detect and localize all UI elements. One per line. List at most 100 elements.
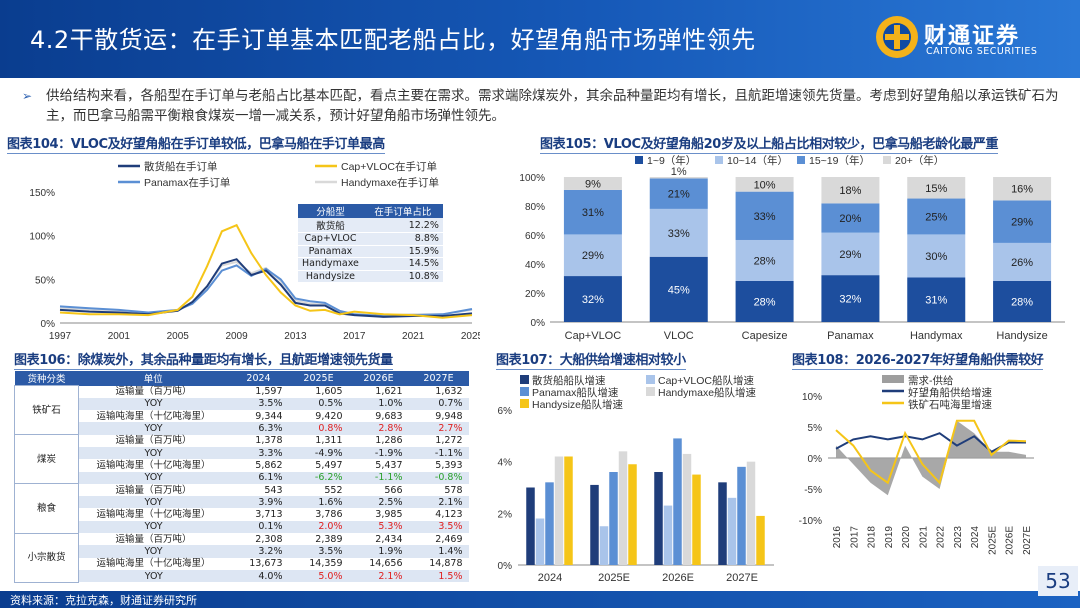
value-cell: 9,683 [375, 410, 403, 422]
value-cell: -0.8% [408, 471, 469, 484]
value-cell: 2.7% [408, 422, 469, 435]
bar-segment [993, 242, 1052, 281]
x-tick-label: 2001 [108, 331, 131, 342]
data-label: 28% [754, 296, 776, 308]
y-tick-label: 100% [29, 232, 55, 243]
value-cell: 5,497 [315, 459, 343, 471]
x-tick-label: 2027E [1022, 526, 1033, 555]
table-row: Handysize 10.8% [298, 270, 443, 283]
chart105: 0% 20% 40% 60% 80% 100% 1~9（年） 10~14（年） 15~19（年）… [519, 154, 1065, 342]
unit-cell: 运输量（百万吨） [115, 386, 192, 398]
value-cell: -1.9% [348, 446, 409, 460]
page-title: 4.2干散货运：在手订单基本匹配老船占比，好望角船市场弹性领先 [30, 26, 756, 54]
y-tick-label: 0% [498, 561, 513, 572]
unit-cell: YOY [78, 397, 229, 411]
value-cell: 0.5% [288, 397, 349, 411]
legend-label: 铁矿石吨海里增速 [908, 398, 992, 411]
x-tick-label: 2027E [726, 572, 758, 584]
value-cell: -1.1% [408, 446, 469, 460]
t104-cell: 15.9% [362, 245, 443, 258]
value-cell: 1.9% [348, 545, 409, 558]
unit-cell: 运输吨海里（十亿吨海里） [96, 410, 211, 422]
value-cell: 2.1% [408, 496, 469, 509]
source-bar: 资料来源：克拉克森，财通证券研究所 [0, 591, 1080, 608]
x-tick-label: VLOC [664, 330, 694, 342]
t104-header-share: 在手订单占比 [362, 204, 443, 218]
bar [590, 484, 599, 565]
value-cell: 3.5% [288, 545, 349, 558]
y-tick-label: 2% [498, 509, 513, 520]
value-cell: 3.3% [228, 446, 289, 460]
data-label: 25% [925, 211, 947, 223]
value-cell: 4,123 [435, 509, 463, 521]
t104-cell: 12.2% [362, 218, 443, 233]
t104-cell: Handymaxe [298, 257, 363, 271]
bar-segment [735, 191, 794, 240]
legend-swatch [520, 399, 529, 408]
legend-swatch [797, 156, 805, 164]
legend-swatch [883, 156, 891, 164]
chart107-title: 图表107：大船供给增速相对较小 [496, 349, 686, 370]
value-cell: 1,286 [375, 435, 403, 447]
legend-label: Handysize船队增速 [532, 398, 624, 411]
bar [727, 497, 737, 565]
x-tick-label: 2016 [832, 526, 843, 549]
x-tick-label: 2018 [867, 526, 878, 549]
value-cell: 14,656 [369, 558, 403, 570]
value-cell: 6.3% [228, 422, 289, 435]
unit-cell: 运输量（百万吨） [115, 484, 192, 496]
data-label: 29% [582, 250, 604, 262]
x-tick-label: 2024 [970, 526, 981, 549]
legend-label: Handymaxe船队增速 [658, 386, 757, 399]
value-cell: 13,673 [249, 558, 283, 570]
data-label: 32% [839, 294, 861, 306]
logo: 财通证券 CAITONG SECURITIES [874, 14, 1074, 64]
data-label: 28% [1011, 296, 1033, 308]
value-cell: 1,378 [255, 435, 283, 447]
value-cell: 9,344 [255, 410, 283, 422]
table-row: YOY 3.5% 0.5% 1.0% 0.7% [15, 397, 469, 411]
bar-segment [735, 239, 794, 281]
data-label: 29% [1011, 217, 1033, 229]
legend-label: 15~19（年） [809, 154, 870, 167]
value-cell: 3.5% [408, 520, 469, 534]
table-row: 小宗散货 运输量（百万吨） 2,308 2,389 2,434 2,469 [14, 532, 469, 583]
data-label: 32% [582, 294, 604, 306]
x-tick-label: Panamax [827, 330, 874, 342]
bar-segment [649, 256, 708, 322]
data-label: 16% [1011, 184, 1033, 196]
bar-segment [649, 177, 708, 179]
bar [663, 505, 673, 565]
legend-label: Handymaxe在手订单 [341, 176, 439, 189]
series-line [835, 432, 1026, 454]
bar [746, 461, 756, 565]
unit-cell: YOY [78, 422, 229, 435]
bar-segment [563, 234, 622, 277]
x-tick-label: 2023 [953, 526, 964, 549]
value-cell: 1,621 [375, 386, 403, 398]
series-line [59, 223, 473, 319]
data-label: 28% [754, 255, 776, 267]
value-cell: 1,597 [255, 386, 283, 398]
value-cell: 3,713 [255, 509, 283, 521]
t106-header: 2024 [228, 371, 289, 386]
value-cell: 0.8% [288, 422, 349, 435]
chart104-table: 分船型 在手订单占比 散货船 12.2% Cap+VLOC 8.8% Panamax 1… [298, 204, 443, 283]
value-cell: 3.2% [228, 545, 289, 558]
value-cell: 2.1% [348, 569, 409, 583]
cargo-category: 粮食 [14, 483, 79, 534]
cargo-category: 小宗散货 [14, 532, 79, 583]
y-tick-label: 0% [808, 454, 823, 465]
table-row: YOY 6.1% -6.2% -1.1% -0.8% [15, 471, 469, 484]
x-tick-label: 2019 [884, 526, 895, 549]
table-row: YOY 6.3% 0.8% 2.8% 2.7% [15, 422, 469, 435]
bar [526, 487, 535, 565]
source-text: 资料来源：克拉克森，财通证券研究所 [10, 594, 197, 607]
value-cell: 2,389 [315, 533, 343, 545]
table-row: 粮食 运输量（百万吨） 543 552 566 578 [14, 483, 469, 534]
bar [535, 518, 545, 565]
unit-cell: YOY [78, 520, 229, 534]
legend-label: Panamax船队增速 [532, 386, 619, 399]
chart104-title: 图表104：VLOC及好望角船在手订单较低，巴拿马船在手订单最高 [7, 133, 385, 154]
